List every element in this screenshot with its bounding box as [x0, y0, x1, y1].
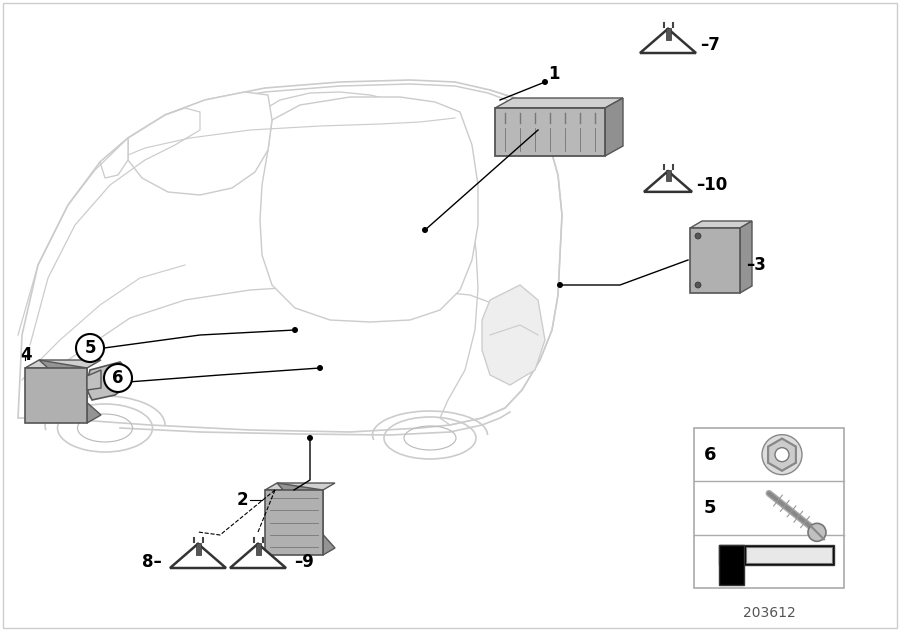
- Polygon shape: [482, 285, 545, 385]
- Polygon shape: [605, 98, 623, 156]
- Text: 6: 6: [704, 445, 716, 464]
- Polygon shape: [88, 362, 128, 400]
- Text: 5: 5: [85, 339, 95, 357]
- Polygon shape: [746, 546, 832, 563]
- Circle shape: [557, 282, 563, 288]
- Bar: [690, 228, 740, 293]
- Circle shape: [775, 447, 789, 462]
- Text: 4: 4: [20, 346, 32, 364]
- Polygon shape: [644, 171, 692, 192]
- Bar: [665, 28, 670, 40]
- Text: 1: 1: [548, 65, 560, 83]
- Polygon shape: [719, 545, 744, 585]
- Polygon shape: [87, 370, 101, 390]
- Polygon shape: [768, 439, 796, 471]
- Text: –9: –9: [294, 553, 314, 571]
- Polygon shape: [25, 360, 101, 368]
- Polygon shape: [100, 138, 128, 178]
- Bar: [495, 108, 605, 156]
- Polygon shape: [740, 221, 752, 293]
- Polygon shape: [719, 545, 834, 565]
- Polygon shape: [690, 221, 752, 228]
- Circle shape: [292, 327, 298, 333]
- Text: 8–: 8–: [142, 553, 162, 571]
- Polygon shape: [260, 97, 478, 322]
- Polygon shape: [768, 439, 796, 471]
- Text: 203612: 203612: [742, 606, 796, 620]
- Circle shape: [542, 79, 548, 85]
- Bar: [195, 543, 201, 555]
- Text: –7: –7: [700, 36, 720, 54]
- Circle shape: [422, 227, 428, 233]
- Bar: [256, 543, 260, 555]
- Circle shape: [104, 364, 132, 392]
- Bar: [665, 170, 670, 181]
- Bar: [265, 490, 323, 555]
- Polygon shape: [39, 360, 101, 423]
- Polygon shape: [277, 483, 335, 555]
- Text: –10: –10: [696, 176, 727, 194]
- Circle shape: [307, 435, 313, 441]
- Circle shape: [695, 282, 701, 288]
- Circle shape: [762, 435, 802, 475]
- Text: 2: 2: [237, 491, 248, 509]
- Text: 5: 5: [704, 499, 716, 517]
- Bar: [25, 368, 87, 423]
- Circle shape: [695, 233, 701, 239]
- Polygon shape: [230, 544, 286, 568]
- Circle shape: [76, 334, 104, 362]
- Circle shape: [317, 365, 323, 371]
- Polygon shape: [495, 98, 623, 108]
- Text: 6: 6: [112, 369, 124, 387]
- Polygon shape: [18, 80, 562, 432]
- Polygon shape: [265, 483, 335, 490]
- Bar: [694, 428, 844, 588]
- Polygon shape: [128, 92, 272, 195]
- Circle shape: [808, 523, 826, 541]
- Text: –3: –3: [746, 256, 766, 274]
- Polygon shape: [170, 544, 226, 568]
- Polygon shape: [640, 29, 696, 53]
